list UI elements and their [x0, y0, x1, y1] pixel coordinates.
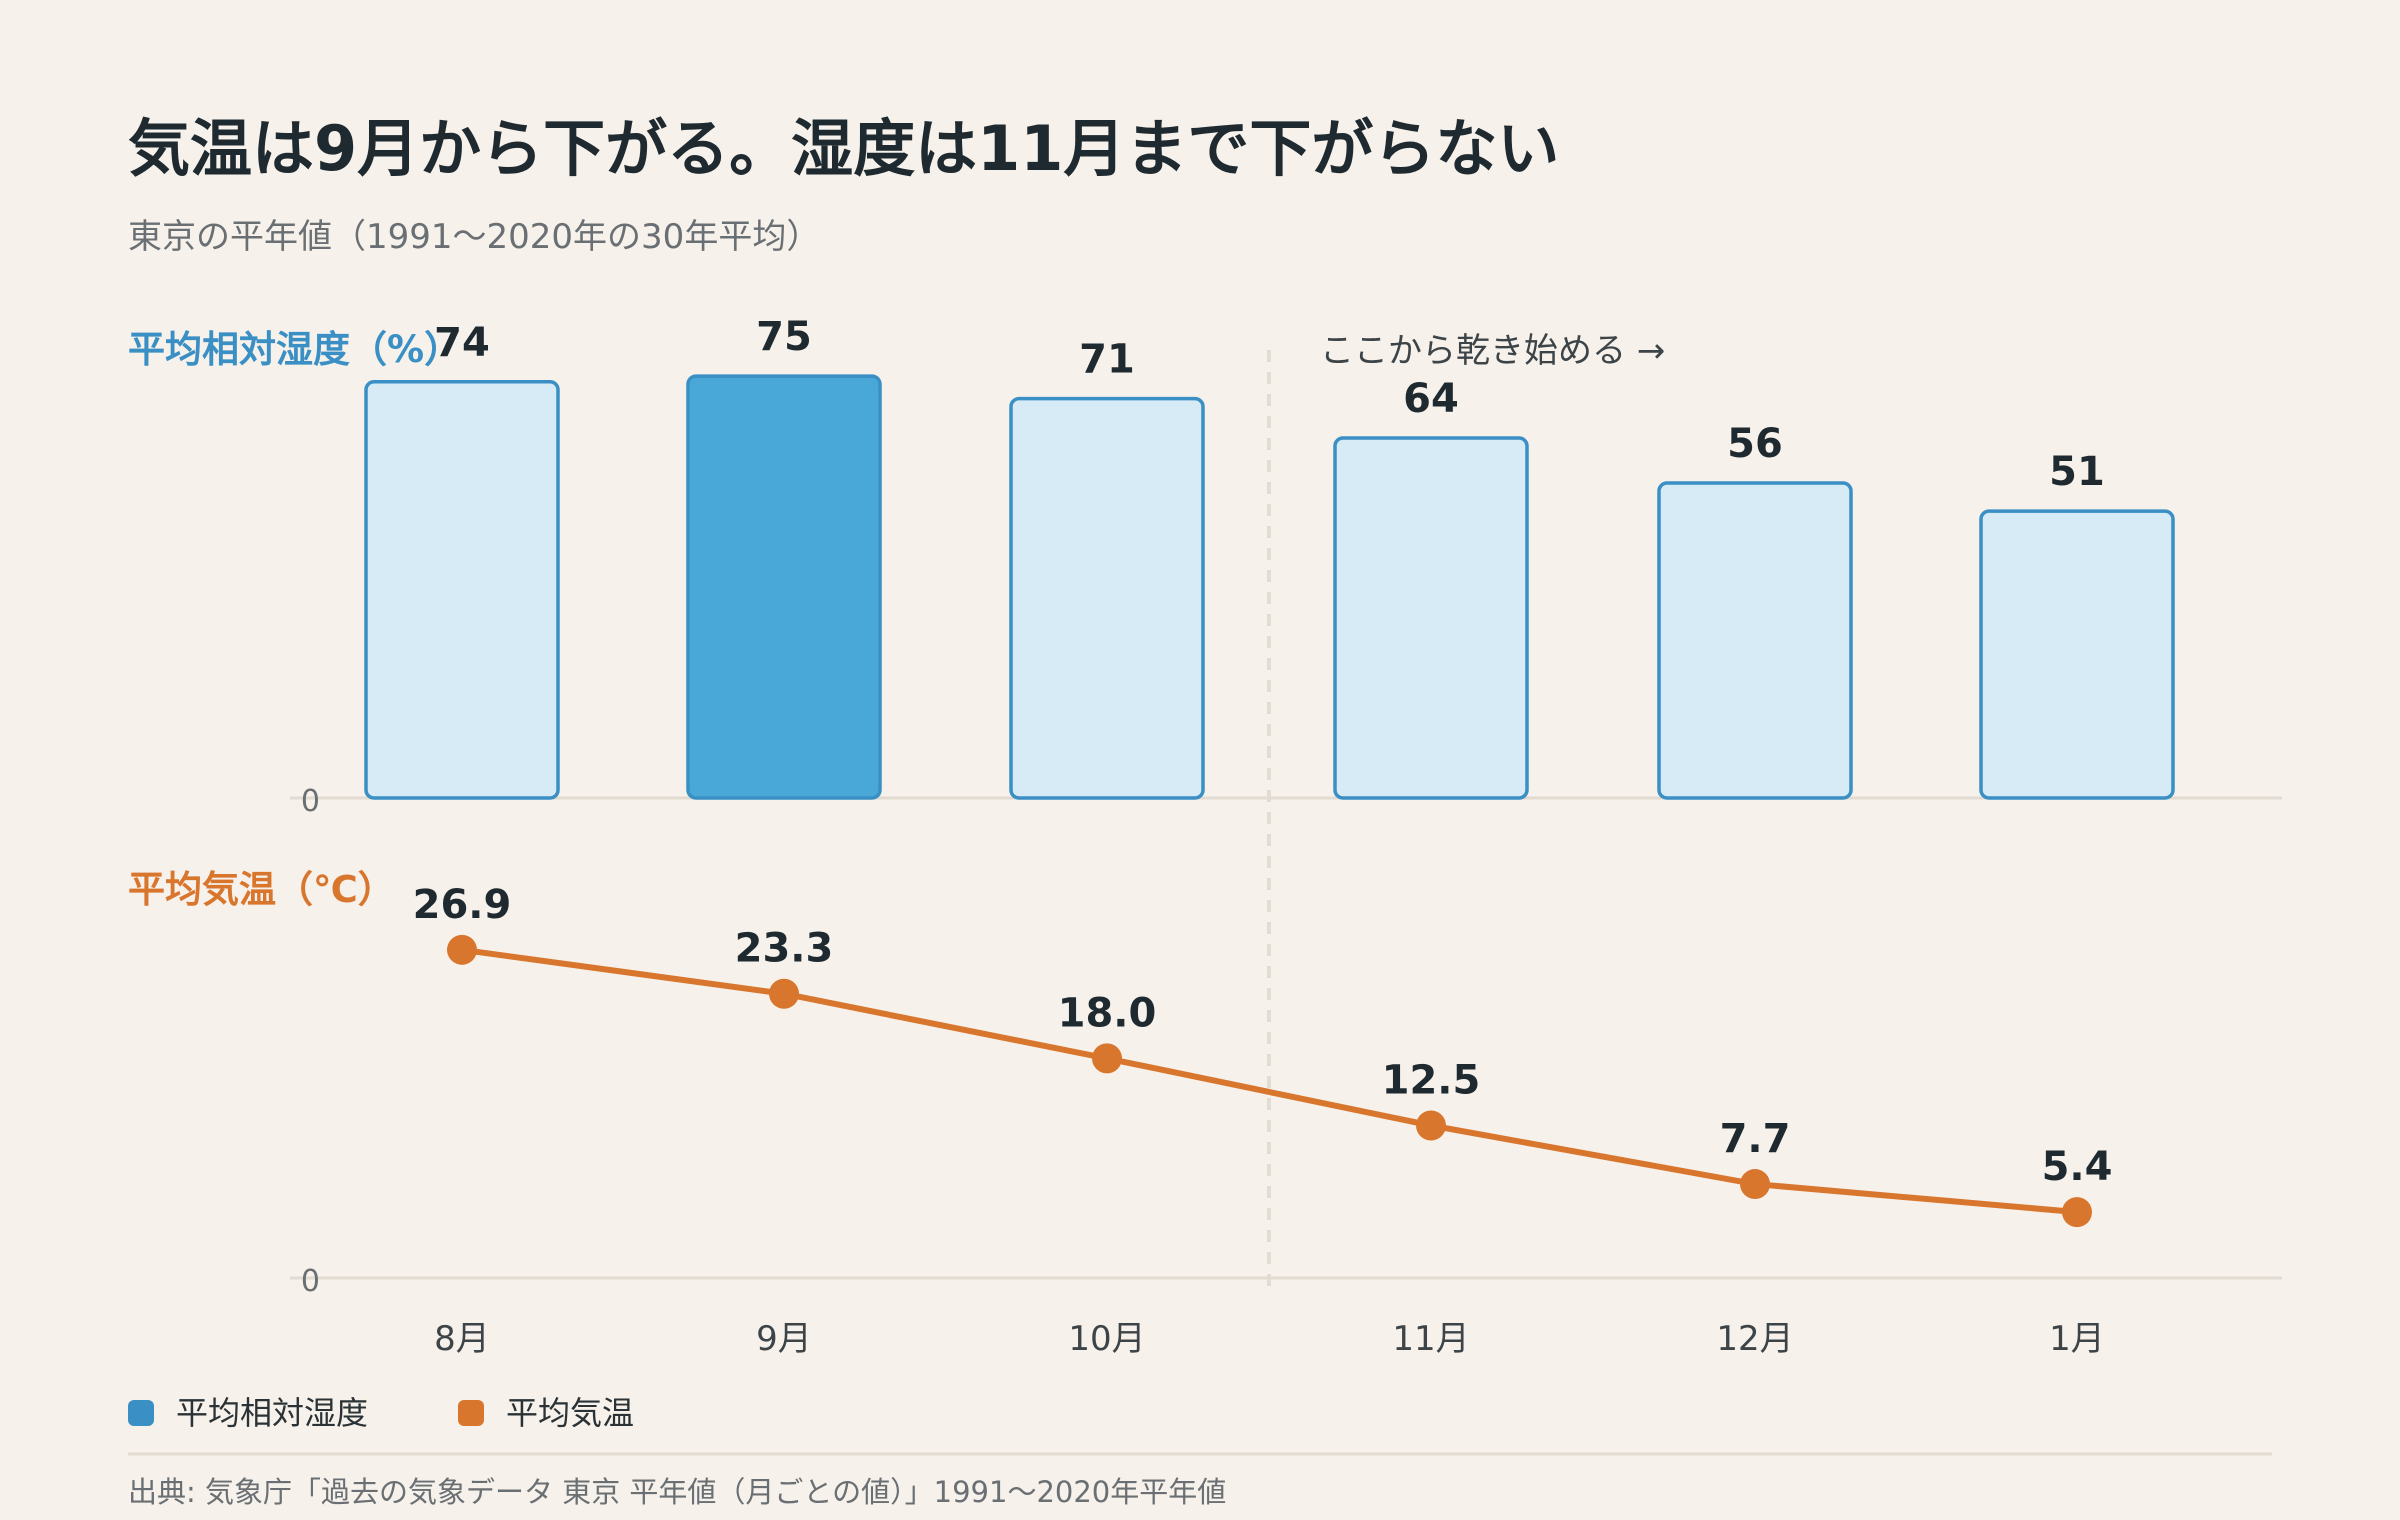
temperature-zero-label: 0: [301, 1264, 320, 1299]
temperature-point: [1416, 1110, 1446, 1141]
humidity-value-label: 75: [756, 314, 812, 360]
x-tick-label: 8月: [434, 1319, 490, 1359]
humidity-value-label: 64: [1403, 376, 1459, 422]
humidity-bar: [1333, 436, 1529, 800]
x-tick-label: 1月: [2049, 1319, 2105, 1359]
humidity-panel-label: 平均相対湿度（%）: [128, 328, 461, 371]
legend-swatch-temperature: [458, 1400, 484, 1426]
humidity-value-label: 71: [1079, 337, 1135, 383]
x-tick-label: 12月: [1716, 1319, 1793, 1359]
temperature-point: [1092, 1043, 1122, 1074]
humidity-zero-label: 0: [301, 784, 320, 819]
humidity-value-label: 74: [434, 320, 490, 366]
temperature-point: [1740, 1169, 1770, 1200]
legend-swatch-humidity: [128, 1400, 154, 1426]
legend-label-temperature: 平均気温: [506, 1394, 634, 1432]
x-tick-label: 11月: [1392, 1319, 1469, 1359]
humidity-bar: [1657, 481, 1853, 800]
humidity-bars: 0 74 75 71 64 56 51: [290, 314, 2282, 819]
x-tick-label: 10月: [1068, 1319, 1145, 1359]
humidity-bar: [364, 380, 560, 800]
temperature-panel-label: 平均気温（℃）: [128, 868, 395, 911]
temperature-value-label: 18.0: [1058, 990, 1157, 1036]
x-axis-labels: 8月 9月 10月 11月 12月 1月: [434, 1319, 2105, 1359]
dry-season-annotation: ここから乾き始める →: [1320, 331, 1665, 371]
temperature-value-label: 7.7: [1720, 1116, 1791, 1162]
temperature-value-label: 12.5: [1382, 1058, 1481, 1104]
source-note: 出典: 気象庁「過去の気象データ 東京 平年値（月ごとの値）」1991〜2020…: [128, 1475, 1226, 1509]
temperature-value-label: 23.3: [735, 926, 834, 972]
temperature-line: 0 26.9 23.3 18.0 12.5 7.7 5.4: [290, 882, 2282, 1299]
temperature-point: [2062, 1197, 2092, 1228]
temperature-value-label: 5.4: [2042, 1144, 2113, 1190]
x-tick-label: 9月: [756, 1319, 812, 1359]
chart-title: 気温は9月から下がる。湿度は11月まで下がらない: [128, 112, 1559, 185]
legend: 平均相対湿度 平均気温: [128, 1394, 634, 1432]
humidity-value-label: 51: [2049, 449, 2105, 495]
chart-subtitle: 東京の平年値（1991〜2020年の30年平均）: [128, 217, 820, 257]
humidity-value-label: 56: [1727, 421, 1783, 467]
temperature-value-label: 26.9: [413, 882, 512, 928]
temperature-point: [447, 934, 477, 965]
humidity-bar: [1009, 396, 1205, 800]
humidity-bar: [1979, 509, 2175, 800]
temperature-point: [769, 978, 799, 1009]
humidity-bar: [686, 374, 882, 800]
legend-label-humidity: 平均相対湿度: [176, 1394, 368, 1432]
temperature-series-line: [459, 946, 2080, 1216]
